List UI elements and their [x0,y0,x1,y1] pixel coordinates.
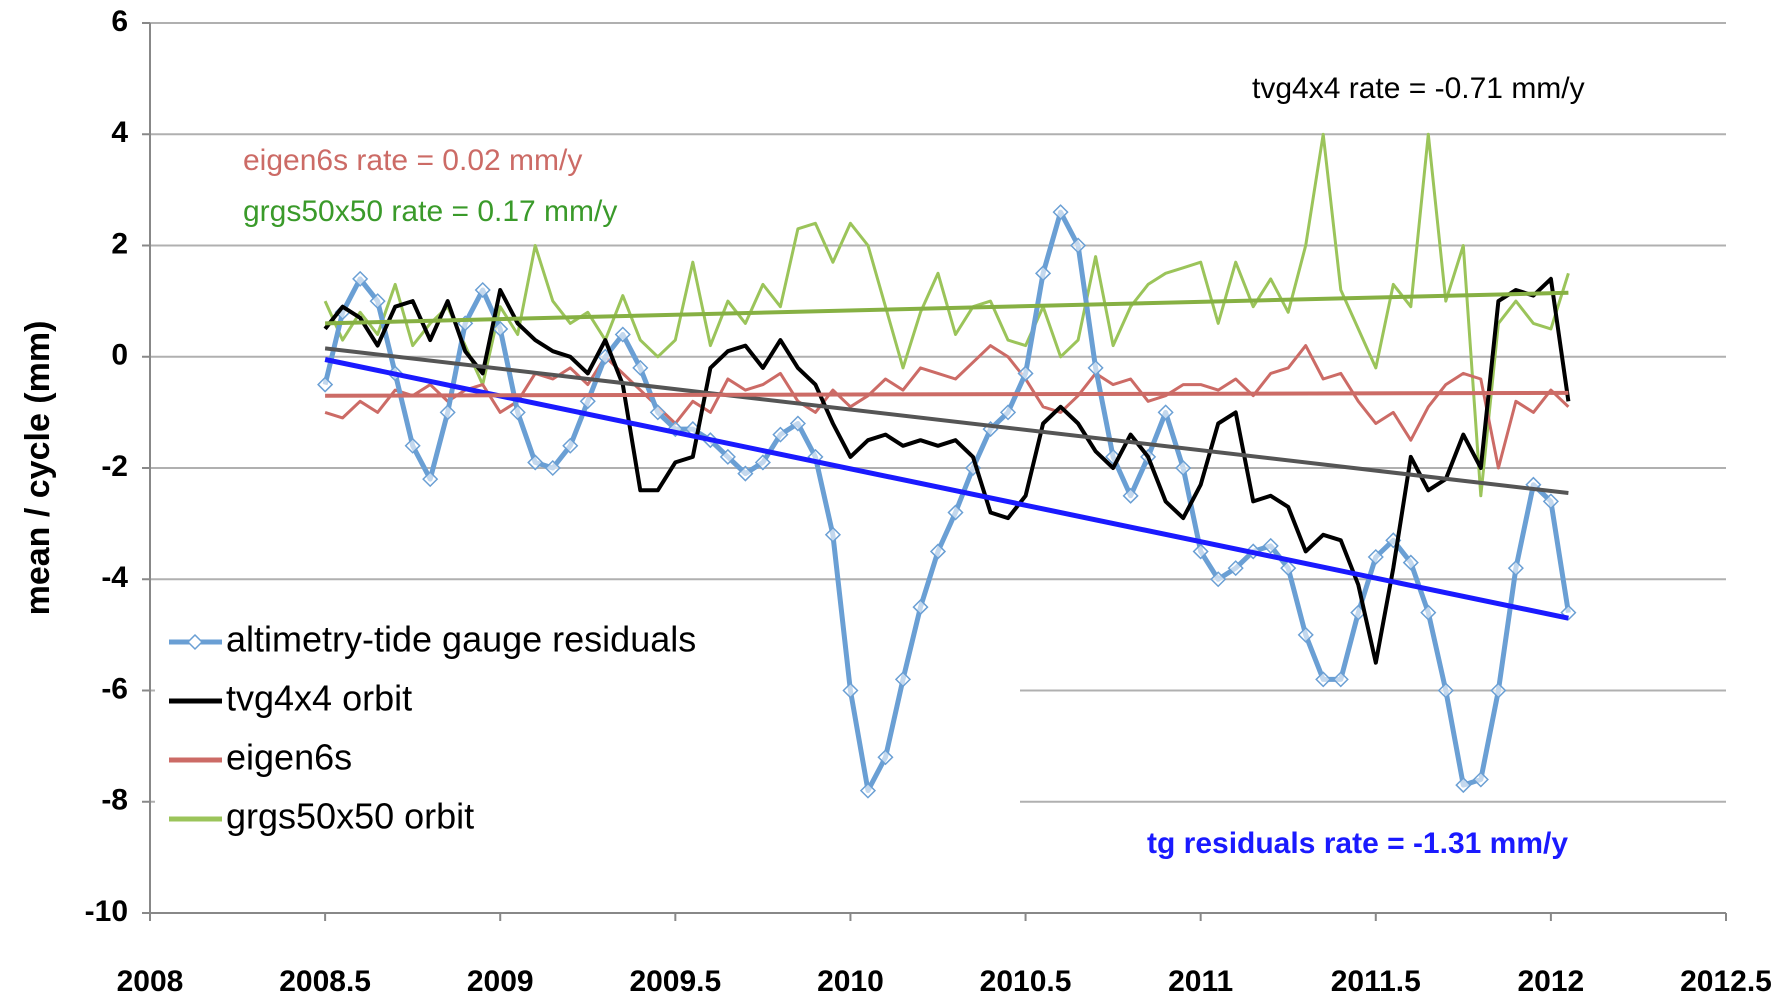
x-tick-label: 2010 [817,965,884,998]
data-point [317,376,334,393]
data-point [877,749,894,766]
data-point [1437,682,1454,699]
annotation: eigen6s rate = 0.02 mm/y [243,144,582,177]
y-tick-label: -2 [101,450,128,483]
data-point [1315,671,1332,688]
data-point [1122,487,1139,504]
data-point [649,404,666,421]
data-point [404,437,421,454]
data-point [369,293,386,310]
data-point [859,782,877,799]
data-point [1402,554,1419,571]
data-point [894,671,912,688]
series-line [325,390,1569,398]
data-point [1420,604,1437,621]
data-point [719,448,736,465]
x-tick-label: 2010.5 [980,965,1072,998]
data-point [999,404,1017,421]
y-tick-label: 6 [111,5,128,38]
data-point [772,426,789,443]
data-point [912,599,929,616]
data-point [737,465,754,482]
data-point [562,437,579,454]
data-point [1175,459,1192,477]
legend-box [155,602,1020,858]
x-tick-label: 2012.5 [1680,965,1772,998]
legend-label: eigen6s [226,737,352,778]
x-tick-label: 2011.5 [1331,965,1421,998]
x-tick-label: 2008 [117,965,184,998]
data-point [1367,548,1384,566]
data-point [1157,404,1174,421]
legend-label: grgs50x50 orbit [226,796,474,837]
data-point [1192,543,1209,560]
data-point [1262,537,1279,554]
y-tick-label: 2 [111,227,128,260]
y-axis-label: mean / cycle (mm) [19,321,57,616]
data-point [422,471,439,488]
data-point [824,526,841,543]
data-point [1472,771,1489,788]
data-point [1017,365,1034,382]
x-tick-label: 2012 [1518,965,1585,998]
series-line [323,276,1571,665]
data-point [754,454,771,471]
data-point [842,682,859,699]
annotation: tg residuals rate = -1.31 mm/y [1147,827,1568,860]
series-line [324,346,1569,495]
data-point [614,326,631,343]
annotation: tvg4x4 rate = -0.71 mm/y [1252,72,1585,105]
data-point [474,281,491,299]
x-tick-label: 2011 [1168,965,1233,998]
y-tick-label: -6 [101,672,128,705]
data-point [929,543,947,560]
data-point [439,404,456,421]
y-tick-label: 0 [111,339,128,372]
data-point [1035,265,1052,282]
data-point [1210,571,1227,588]
y-tick-label: -4 [101,561,128,594]
data-point [1087,359,1104,376]
y-tick-label: 4 [111,116,128,149]
y-tick-label: -10 [85,895,128,928]
data-point [1052,204,1069,221]
data-point [1070,237,1087,254]
data-point [1227,560,1244,577]
data-point [1507,560,1524,577]
data-point [947,504,964,521]
series-line [325,290,1569,326]
series-line [324,357,1569,621]
annotation: grgs50x50 rate = 0.17 mm/y [243,195,617,228]
data-point [1332,671,1349,688]
y-tick-label: -8 [101,784,128,817]
data-point [1490,682,1507,699]
legend-marker [186,633,204,651]
x-tick-label: 2009 [467,965,534,998]
series-line [324,344,1570,470]
data-point [579,393,596,410]
data-point [544,459,561,477]
x-tick-label: 2009.5 [629,965,721,998]
data-point [527,454,544,471]
data-point [632,359,649,376]
x-tick-label: 2008.5 [279,965,371,998]
legend-label: altimetry-tide gauge residuals [226,619,696,660]
data-point [1455,777,1472,794]
legend-label: tvg4x4 orbit [226,678,412,719]
data-point [352,270,369,287]
data-point [1542,493,1559,510]
data-point [492,320,509,337]
series-line [323,132,1570,498]
data-point [789,415,806,432]
data-point [509,404,526,421]
data-point [1280,560,1297,577]
data-point [1297,626,1314,643]
